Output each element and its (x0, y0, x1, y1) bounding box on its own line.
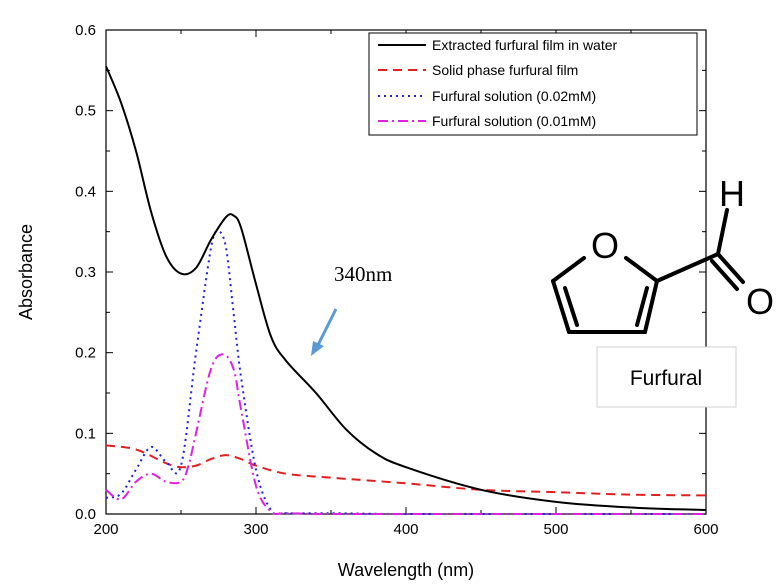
ring-bond-c4-c5 (551, 279, 571, 334)
y-tick-label: 0.0 (75, 506, 96, 523)
x-tick-label: 500 (543, 521, 568, 538)
y-tick-label: 0.4 (75, 183, 96, 200)
ring-bond-o-c2 (624, 256, 659, 283)
series-solid-phase-film-line (105, 444, 707, 497)
y-tick-label: 0.1 (75, 425, 96, 442)
x-axis-title: Wavelength (nm) (338, 560, 474, 580)
molecule-label: Furfural (630, 367, 702, 390)
legend-label-solution-001: Furfural solution (0.01mM) (432, 113, 596, 129)
furfural-structure (551, 208, 745, 334)
legend-label-solution-002: Furfural solution (0.02mM) (432, 88, 596, 104)
series-extracted-film-line (105, 65, 707, 511)
bond-c-h (716, 208, 729, 256)
x-tick-label: 400 (393, 521, 418, 538)
legend-label-extracted: Extracted furfural film in water (432, 37, 618, 53)
atom-oxygen-carbonyl: O (746, 281, 774, 322)
y-axis-title: Absorbance (16, 224, 36, 320)
bond-c2-cho (655, 252, 720, 283)
molecule-label-box (596, 346, 737, 408)
legend-box (368, 32, 698, 136)
bond-c-o-double-b (710, 259, 739, 291)
x-tick-label: 600 (693, 521, 718, 538)
x-tick-label: 200 (93, 521, 118, 538)
legend-label-solid-phase: Solid phase furfural film (432, 62, 578, 78)
atom-hydrogen: H (719, 173, 745, 214)
tick-labels: 200 300 400 500 600 0.0 0.1 0.2 0.3 0.4 0.5 0.6 (75, 22, 718, 538)
ring-double-bond-inner-left (563, 286, 579, 327)
series-layer (105, 65, 707, 516)
ring-bond-c5-o (551, 256, 586, 283)
series-solution-001-line (105, 353, 706, 516)
annotation-340nm: 340nm (334, 262, 392, 286)
annotation-arrow (311, 308, 338, 356)
legend: Extracted furfural film in water Solid p… (368, 32, 698, 136)
x-tick-label: 300 (243, 521, 268, 538)
atom-oxygen-ring: O (591, 225, 619, 266)
ring-double-bond-inner-right (635, 286, 649, 327)
y-tick-label: 0.2 (75, 345, 96, 362)
y-tick-label: 0.3 (75, 264, 96, 281)
ring-bond-c2-c3 (643, 279, 659, 334)
y-tick-label: 0.5 (75, 103, 96, 120)
bond-c-o-double-a (716, 252, 745, 284)
y-tick-label: 0.6 (75, 22, 96, 39)
